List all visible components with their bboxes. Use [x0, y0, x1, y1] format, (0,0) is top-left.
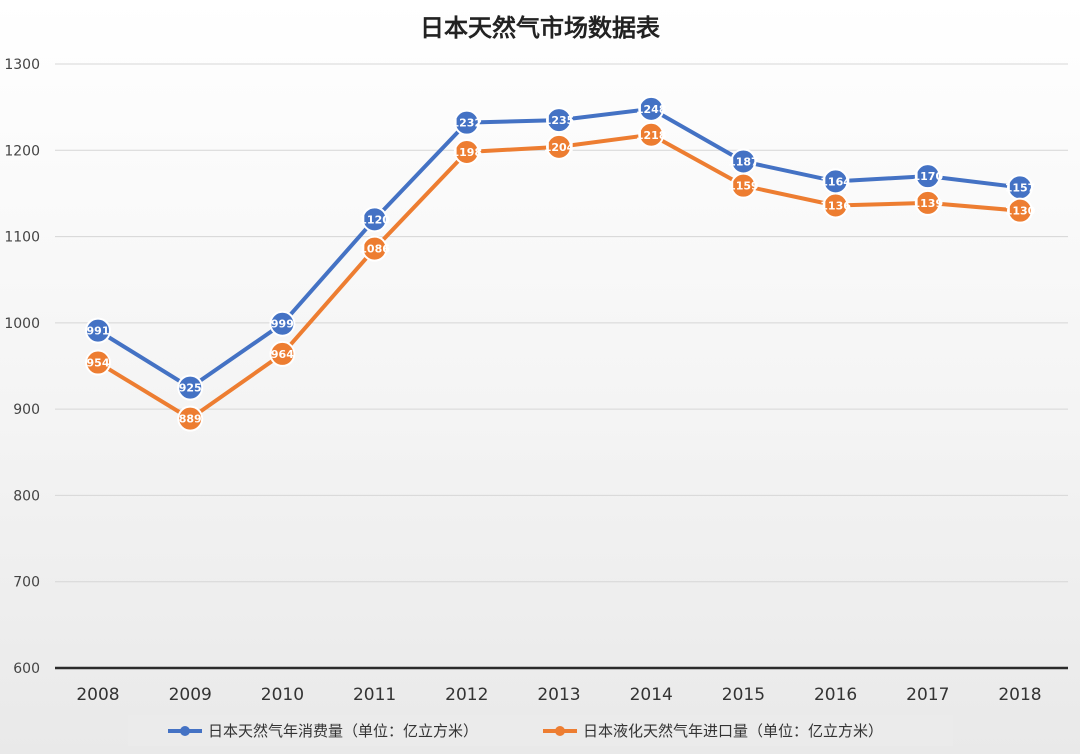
- data-label: 1159: [728, 180, 759, 193]
- data-label: 1198: [451, 146, 482, 159]
- x-tick-label: 2011: [353, 685, 396, 705]
- data-label: 964: [271, 348, 294, 361]
- data-label: 1235: [544, 114, 575, 127]
- data-label: 1187: [728, 156, 759, 169]
- series-group: 991 925 999 1120 1232 1235 1248 1187 1164 1170 115…: [85, 95, 1036, 432]
- legend-marker: [180, 726, 190, 736]
- data-point: [546, 133, 572, 160]
- x-tick-label: 2016: [814, 685, 857, 705]
- data-point: [453, 109, 480, 136]
- data-point: [85, 349, 111, 376]
- data-label: 1139: [912, 197, 943, 210]
- data-point: [546, 107, 572, 134]
- data-label: 1086: [359, 243, 390, 256]
- y-tick-label: 900: [13, 402, 40, 418]
- x-tick-label: 2009: [169, 685, 212, 705]
- data-point: [730, 172, 757, 199]
- data-point: [361, 235, 388, 262]
- legend-marker: [555, 726, 565, 736]
- x-tick-label: 2018: [998, 685, 1041, 705]
- data-label: 1136: [820, 200, 851, 213]
- data-label: 1204: [544, 141, 575, 154]
- data-point: [85, 317, 111, 344]
- data-point: [177, 405, 204, 432]
- data-point: [1007, 197, 1033, 224]
- series-2: 954 889 964 1086 1198 1204 1218 1159 1136 1139 113…: [85, 121, 1036, 432]
- y-tick-label: 800: [13, 488, 40, 504]
- x-axis: 2008 2009 2010 2011 2012 2013 2014 2015 2016 2017…: [76, 685, 1041, 705]
- x-tick-label: 2013: [537, 685, 580, 705]
- legend: 日本天然气年消费量（单位：亿立方米） 日本液化天然气年进口量（单位：亿立方米）: [128, 715, 953, 746]
- y-tick-label: 600: [13, 661, 40, 677]
- data-label: 954: [87, 357, 110, 370]
- legend-item-1: 日本天然气年消费量（单位：亿立方米）: [168, 722, 478, 740]
- data-label: 1218: [636, 129, 667, 142]
- data-label: 991: [87, 325, 110, 338]
- y-tick-label: 1300: [4, 57, 40, 73]
- data-point: [453, 139, 480, 166]
- y-tick-label: 1000: [4, 316, 40, 332]
- data-point: [177, 374, 204, 401]
- data-point: [822, 192, 849, 219]
- y-tick-label: 1100: [4, 230, 40, 246]
- data-label: 1170: [912, 170, 943, 183]
- data-label: 1232: [451, 117, 482, 130]
- x-tick-label: 2008: [76, 685, 119, 705]
- data-point: [638, 95, 665, 122]
- x-tick-label: 2012: [445, 685, 488, 705]
- x-tick-label: 2010: [261, 685, 304, 705]
- data-label: 999: [271, 318, 294, 331]
- legend-background: [128, 715, 953, 746]
- y-tick-label: 1200: [4, 143, 40, 159]
- data-point: [914, 189, 941, 216]
- legend-label: 日本液化天然气年进口量（单位：亿立方米）: [583, 722, 883, 740]
- data-label: 1157: [1005, 181, 1036, 194]
- data-label: 1130: [1005, 205, 1036, 218]
- x-tick-label: 2015: [722, 685, 765, 705]
- x-tick-label: 2017: [906, 685, 949, 705]
- data-point: [269, 310, 296, 337]
- data-label: 1248: [636, 103, 667, 116]
- legend-item-2: 日本液化天然气年进口量（单位：亿立方米）: [543, 722, 883, 740]
- data-point: [638, 121, 665, 148]
- x-tick-label: 2014: [630, 685, 673, 705]
- data-point: [361, 206, 388, 233]
- data-point: [269, 340, 296, 367]
- legend-label: 日本天然气年消费量（单位：亿立方米）: [208, 722, 478, 740]
- data-label: 1120: [359, 213, 390, 226]
- y-axis: 600 700 800 900 1000 1100 1200 1300: [4, 57, 40, 677]
- y-tick-label: 700: [13, 575, 40, 591]
- data-label: 925: [179, 382, 202, 395]
- data-label: 1164: [820, 175, 851, 188]
- data-point: [914, 163, 941, 190]
- series-1: 991 925 999 1120 1232 1235 1248 1187 1164 1170 115…: [85, 95, 1036, 401]
- chart-title: 日本天然气市场数据表: [420, 14, 661, 42]
- data-label: 889: [179, 413, 202, 426]
